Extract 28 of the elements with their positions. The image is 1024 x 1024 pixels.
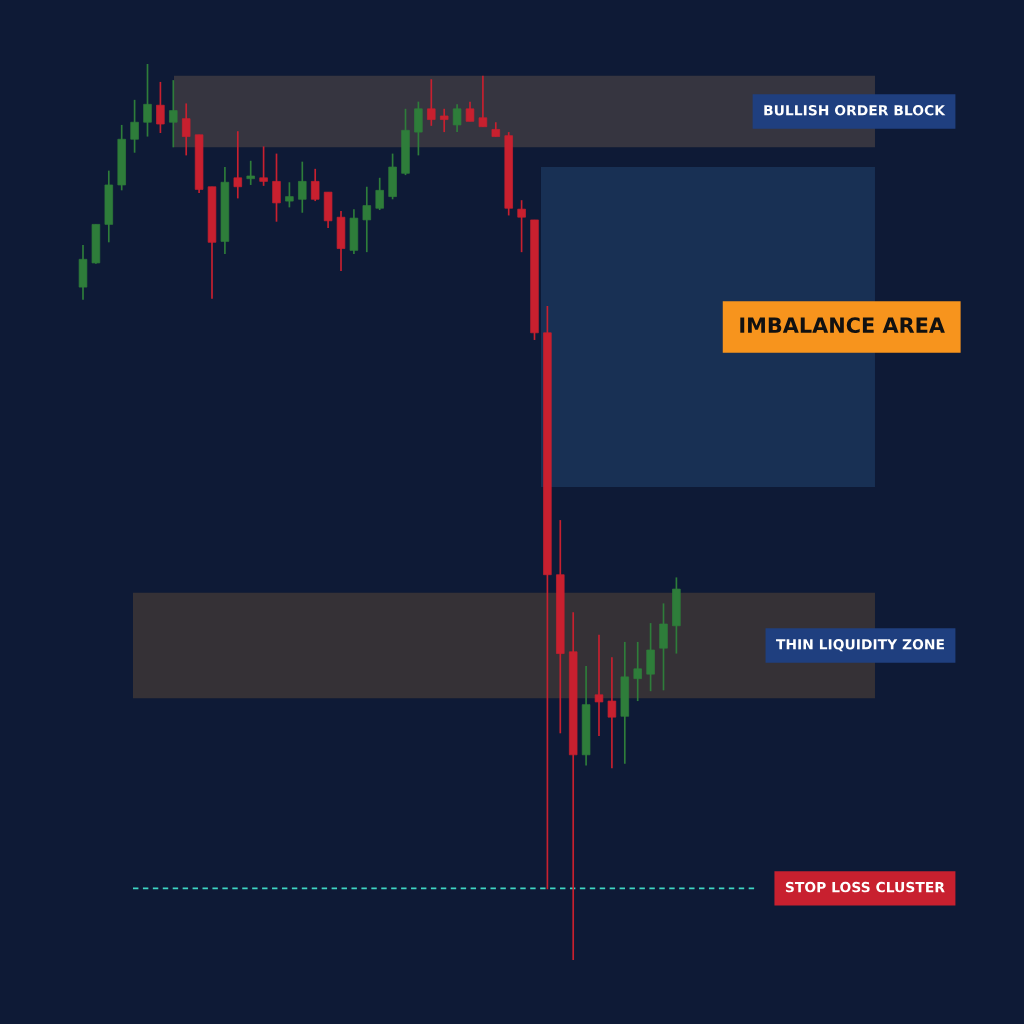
candlestick xyxy=(272,152,281,223)
candlestick xyxy=(285,181,294,209)
candlestick xyxy=(478,74,488,128)
candlestick xyxy=(246,159,255,186)
candlestick xyxy=(633,641,642,702)
candlestick xyxy=(169,79,178,149)
candlestick xyxy=(375,176,384,211)
candlestick xyxy=(607,656,617,770)
candlestick xyxy=(156,81,165,134)
candlestick xyxy=(143,63,152,138)
candlestick xyxy=(310,167,320,202)
candlestick xyxy=(439,107,449,133)
candlestick xyxy=(130,99,139,154)
candlestick xyxy=(233,130,243,200)
band-label: THIN LIQUIDITY ZONE xyxy=(776,639,944,652)
candlestick xyxy=(298,160,307,214)
candlestick xyxy=(465,100,475,123)
band-label: IMBALANCE AREA xyxy=(740,317,945,334)
candlestick xyxy=(181,102,191,157)
band-label: BULLISH ORDER BLOCK xyxy=(764,105,946,116)
ref-line-label: STOP LOSS CLUSTER xyxy=(785,881,945,893)
candlestick xyxy=(517,199,526,253)
candlestick xyxy=(594,633,604,737)
candlestick xyxy=(259,145,268,187)
candlestick xyxy=(427,78,436,127)
candlestick xyxy=(414,100,423,157)
candlestick xyxy=(362,185,372,253)
candlestick xyxy=(452,103,462,133)
